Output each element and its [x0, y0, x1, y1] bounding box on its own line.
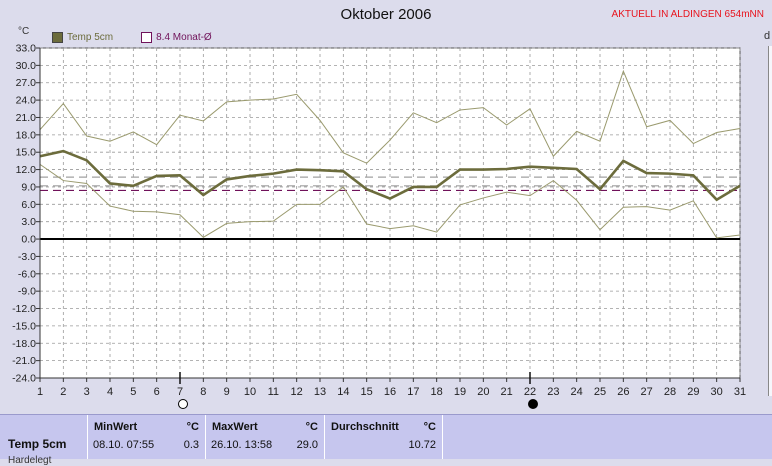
y-tick-label: -9.0 — [18, 286, 36, 298]
y-tick-label: 18.0 — [16, 129, 37, 141]
series-layer — [39, 69, 741, 239]
stats-row-sublabel: Hardelegt — [8, 455, 52, 466]
series-line-max — [39, 69, 741, 164]
stat-min-value: 0.3 — [183, 439, 199, 451]
stat-avg-cell: Durchschnitt °C 10.72 — [324, 415, 442, 459]
x-tick-label: 15 — [361, 386, 373, 398]
y-tick-label: -6.0 — [18, 268, 36, 280]
x-tick-label: 28 — [664, 386, 676, 398]
reference-lines — [40, 176, 740, 241]
legend-swatch-filled — [52, 32, 63, 43]
x-tick-label: 8 — [200, 386, 206, 398]
stat-min-datetime: 08.10. 07:55 — [93, 439, 155, 451]
x-tick-label: 31 — [734, 386, 746, 398]
temperature-chart: 33.030.027.024.021.018.015.012.09.06.03.… — [12, 43, 746, 409]
x-tick-label: 29 — [687, 386, 699, 398]
y-unit-label: °C — [18, 26, 30, 37]
legend-item-temp[interactable]: Temp 5cm — [52, 32, 113, 43]
x-tick-label: 16 — [384, 386, 396, 398]
stats-panel: Temp 5cm Hardelegt MinWert °C 08.10. 07:… — [0, 414, 772, 466]
stat-max-cell: MaxWert °C 26.10. 13:58 29.0 — [205, 415, 324, 459]
x-tick-label: 22 — [524, 386, 536, 398]
x-tick-label: 23 — [547, 386, 559, 398]
y-axis: 33.0 30.0 27.0 24.0 21.0 18.0 15.0 12.0 9.0 6.0 3.… — [12, 43, 41, 385]
stat-max-value: 29.0 — [296, 439, 318, 451]
moon-markers — [178, 372, 538, 409]
legend-item-monthly-mean[interactable]: 8.4 Monat-Ø — [141, 32, 212, 43]
x-tick-label: 30 — [711, 386, 723, 398]
location-badge: AKTUELL IN ALDINGEN 654mNN — [611, 9, 764, 20]
x-tick-label: 5 — [130, 386, 136, 398]
legend-swatch-outline — [141, 32, 153, 43]
y-tick-label: -12.0 — [12, 303, 36, 315]
chart-title: Oktober 2006 — [340, 6, 432, 23]
stats-empty-cell — [442, 415, 772, 459]
series-line-mean — [39, 149, 741, 202]
x-tick-label: 2 — [60, 386, 66, 398]
x-axis: 1 2 3 4 5 6 7 8 9 10 11 12 13 14 15 16 17 18 19 20 21 22 23 24 2… — [37, 377, 746, 398]
stat-avg-unit: °C — [423, 421, 436, 433]
x-tick-label: 11 — [268, 386, 279, 398]
y-tick-label: 6.0 — [21, 199, 36, 211]
x-tick-label: 12 — [291, 386, 303, 398]
x-tick-label: 19 — [454, 386, 466, 398]
y-tick-label: -18.0 — [12, 338, 36, 350]
x-tick-label: 9 — [224, 386, 230, 398]
y-tick-label: -24.0 — [12, 373, 36, 385]
y-tick-label: -3.0 — [18, 251, 36, 263]
stat-min-header: MinWert — [94, 421, 138, 433]
y-tick-label: 3.0 — [21, 216, 36, 228]
stats-row-label: Temp 5cm — [8, 437, 67, 451]
x-tick-label: 21 — [501, 386, 513, 398]
full-moon-icon — [178, 399, 188, 409]
y-tick-label: -15.0 — [12, 320, 36, 332]
new-moon-icon — [528, 399, 538, 409]
y-tick-label: 12.0 — [16, 164, 37, 176]
x-tick-label: 14 — [337, 386, 349, 398]
x-tick-label: 4 — [107, 386, 113, 398]
stat-avg-header: Durchschnitt — [331, 421, 399, 433]
y-tick-label: -21.0 — [12, 355, 36, 367]
legend-label-temp: Temp 5cm — [67, 32, 114, 43]
stat-min-unit: °C — [186, 421, 199, 433]
stat-max-header: MaxWert — [212, 421, 258, 433]
right-scrollbar[interactable] — [768, 46, 772, 396]
stat-avg-value: 10.72 — [408, 439, 436, 451]
x-tick-label: 3 — [84, 386, 90, 398]
legend: Temp 5cm 8.4 Monat-Ø — [52, 32, 212, 43]
series-line-min — [39, 163, 741, 239]
x-tick-label: 6 — [154, 386, 160, 398]
y-tick-label: 9.0 — [21, 181, 36, 193]
x-tick-label: 10 — [244, 386, 256, 398]
x-tick-label: 13 — [314, 386, 326, 398]
x-tick-label: 20 — [477, 386, 489, 398]
x-tick-label: 1 — [37, 386, 43, 398]
y-tick-label: 0.0 — [21, 234, 36, 246]
y-tick-label: 21.0 — [16, 112, 37, 124]
stat-max-unit: °C — [305, 421, 318, 433]
x-tick-label: 27 — [641, 386, 653, 398]
right-panel-label: d — [764, 30, 771, 42]
y-tick-label: 24.0 — [16, 95, 37, 107]
y-tick-label: 27.0 — [16, 77, 37, 89]
x-tick-label: 7 — [177, 386, 183, 398]
y-tick-label: 15.0 — [16, 147, 37, 159]
stat-min-cell: MinWert °C 08.10. 07:55 0.3 — [87, 415, 205, 459]
x-tick-label: 26 — [617, 386, 629, 398]
x-tick-label: 24 — [571, 386, 583, 398]
x-tick-label: 17 — [407, 386, 419, 398]
y-tick-label: 30.0 — [16, 60, 37, 72]
legend-label-monthly-mean: 8.4 Monat-Ø — [156, 32, 212, 43]
y-tick-label: 33.0 — [16, 43, 37, 55]
x-tick-label: 18 — [431, 386, 443, 398]
x-tick-label: 25 — [594, 386, 606, 398]
stat-max-datetime: 26.10. 13:58 — [211, 439, 273, 451]
